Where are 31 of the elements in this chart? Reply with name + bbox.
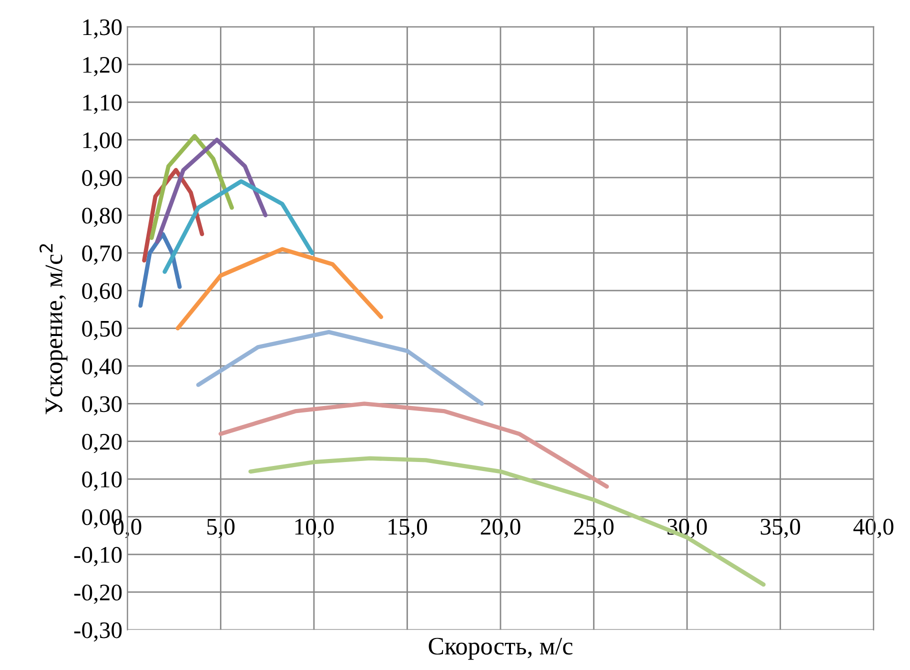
y-tick-label: 0,40 bbox=[82, 358, 122, 378]
y-tick-label: 0,60 bbox=[82, 283, 122, 302]
y-tick-label: 0,20 bbox=[82, 434, 122, 454]
y-tick-label: -0,10 bbox=[74, 546, 122, 566]
y-tick-label: 0,70 bbox=[82, 245, 122, 265]
x-tick-label: 5,0 bbox=[207, 518, 235, 538]
x-axis-title: Скорость, м/с bbox=[428, 638, 572, 660]
x-tick-label: 10,0 bbox=[295, 518, 334, 538]
x-tick-label: 20,0 bbox=[480, 518, 520, 538]
line-series bbox=[162, 179, 314, 274]
y-tick-label: -0,20 bbox=[74, 584, 122, 604]
y-axis-title: Ускорение, м/с$^{2}$ bbox=[40, 244, 68, 414]
y-tick-label: 0,50 bbox=[82, 320, 122, 340]
y-tick-label: 1,00 bbox=[83, 132, 122, 152]
y-tick-label: 0,30 bbox=[82, 396, 122, 416]
line-series bbox=[150, 134, 234, 240]
y-tick-label: -0,30 bbox=[74, 622, 122, 642]
y-tick-label: 1,20 bbox=[83, 56, 122, 76]
x-tick-label: 25,0 bbox=[574, 518, 614, 538]
line-series bbox=[155, 138, 268, 244]
line-series bbox=[176, 247, 384, 330]
x-tick-label: 40,0 bbox=[853, 518, 894, 538]
line-series bbox=[196, 330, 484, 406]
y-tick-label: 1,10 bbox=[83, 94, 122, 114]
y-tick-label: 1,30 bbox=[83, 19, 122, 39]
x-tick-label: 35,0 bbox=[760, 518, 800, 538]
y-tick-label: 0,10 bbox=[82, 472, 122, 491]
x-tick-label: 15,0 bbox=[388, 518, 427, 538]
y-tick-label: 0,80 bbox=[82, 208, 122, 228]
line-series bbox=[218, 402, 609, 489]
y-tick-label: 0,90 bbox=[82, 170, 122, 190]
